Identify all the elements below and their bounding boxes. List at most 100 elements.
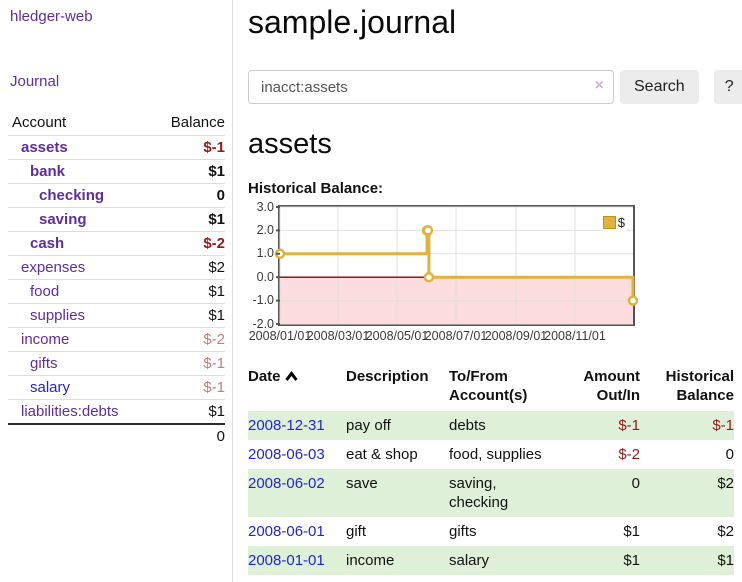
account-balance: $1: [150, 159, 225, 184]
register-header-historical-balance: Historical Balance: [665, 368, 734, 404]
register-table: Date Description To/From Account(s) Amount Ou…: [248, 367, 734, 575]
legend-label: $: [617, 215, 625, 230]
transaction-row: 2008-06-01 gift gifts $1 $2: [248, 517, 734, 546]
app-title-link[interactable]: hledger-web: [10, 8, 93, 25]
account-balance: 0: [150, 183, 225, 208]
account-row: gifts $-1: [8, 351, 225, 376]
accounts-total-value: 0: [150, 423, 225, 448]
chart-canvas: [274, 206, 639, 325]
transaction-balance: $-1: [640, 411, 734, 440]
transaction-date-link[interactable]: 2008-06-01: [248, 523, 325, 540]
total-spacer: [8, 423, 151, 448]
transaction-accounts: gifts: [449, 523, 477, 540]
chart-plot-area: $: [274, 205, 639, 326]
historical-balance-chart: $ 3.0 2.0 1.0 0.0 -1.0 -2.0 2008/01/01 2008/03/…: [248, 200, 742, 347]
main-content: sample.journal × Search ? assets Histori…: [233, 0, 742, 582]
clear-search-icon[interactable]: ×: [594, 77, 604, 94]
transaction-amount: $1: [559, 546, 640, 575]
transaction-row: 2008-06-03 eat & shop food, supplies $-2 0: [248, 440, 734, 469]
account-balance: $-1: [150, 375, 225, 400]
sort-ascending-icon[interactable]: [284, 371, 298, 382]
register-header-amount-out-in: Amount Out/In: [583, 368, 640, 404]
x-axis-tick-label: 2008/09/01: [484, 329, 548, 343]
legend-swatch-icon: [602, 216, 616, 229]
search-input[interactable]: [248, 70, 614, 104]
register-header-to-from-account-s: To/From Account(s): [449, 368, 528, 404]
sidebar-item-journal[interactable]: Journal: [10, 73, 60, 90]
sidebar-account-link-bank[interactable]: bank: [30, 163, 66, 180]
account-row: cash $-2: [8, 231, 225, 256]
account-balance: $1: [150, 399, 225, 425]
sidebar-account-link-supplies[interactable]: supplies: [30, 307, 86, 324]
sidebar-account-link-liabilities-debts[interactable]: liabilities:debts: [21, 403, 119, 420]
transaction-date-link[interactable]: 2008-06-03: [248, 446, 325, 463]
transaction-date-link[interactable]: 2008-01-01: [248, 552, 325, 569]
account-balance: $-1: [150, 351, 225, 376]
sidebar-account-link-checking[interactable]: checking: [39, 187, 105, 204]
transaction-amount: 0: [559, 469, 640, 517]
sidebar-account-link-assets[interactable]: assets: [21, 139, 68, 156]
sidebar-account-link-cash[interactable]: cash: [30, 235, 65, 252]
register-header-description: Description: [346, 368, 429, 385]
account-balance: $-2: [150, 231, 225, 256]
search-form: × Search ?: [248, 70, 742, 104]
accounts-header-row: Account Balance: [8, 110, 225, 136]
search-button[interactable]: Search: [620, 70, 699, 104]
transaction-date-link[interactable]: 2008-12-31: [248, 417, 325, 434]
account-balance: $1: [150, 207, 225, 232]
transaction-balance: $2: [717, 523, 734, 540]
transaction-balance: $2: [640, 469, 734, 517]
account-row: expenses $2: [8, 255, 225, 280]
sidebar-account-link-food[interactable]: food: [30, 283, 60, 300]
account-row: income $-2: [8, 327, 225, 352]
transaction-description: income: [346, 546, 449, 575]
accounts-table: Account Balance assets $-1 bank $1 checking 0…: [8, 110, 225, 448]
transaction-balance: 0: [725, 446, 734, 463]
sidebar: hledger-web Journal Account Balance asse…: [0, 0, 233, 582]
app-title: hledger-web: [10, 8, 232, 25]
sidebar-account-link-gifts[interactable]: gifts: [30, 355, 58, 372]
transaction-description: gift: [346, 523, 367, 540]
transaction-balance: $1: [640, 546, 734, 575]
account-balance: $-2: [150, 327, 225, 352]
accounts-header-balance: Balance: [150, 110, 225, 136]
help-button[interactable]: ?: [713, 70, 742, 104]
transaction-row: 2008-01-01 income salary $1 $1: [248, 546, 734, 575]
account-row: food $1: [8, 279, 225, 304]
account-row: bank $1: [8, 159, 225, 184]
sidebar-account-link-salary[interactable]: salary: [30, 379, 71, 396]
y-axis-tick-label: 2.0: [256, 222, 274, 237]
sidebar-account-link-expenses[interactable]: expenses: [21, 259, 86, 276]
account-row: assets $-1: [8, 135, 225, 160]
register-header-date[interactable]: Date: [248, 367, 346, 411]
account-balance: $-1: [150, 135, 225, 160]
x-axis-tick-label: 2008/11/01: [544, 329, 606, 343]
transaction-description: save: [346, 469, 449, 517]
transaction-row: 2008-06-02 save saving, checking 0 $2: [248, 469, 734, 517]
transaction-accounts: salary: [449, 546, 559, 575]
account-row: checking 0: [8, 183, 225, 208]
account-balance: $1: [150, 279, 225, 304]
account-row: salary $-1: [8, 375, 225, 400]
sidebar-account-link-saving[interactable]: saving: [39, 211, 87, 228]
transaction-amount: $-2: [618, 446, 640, 463]
sidebar-account-link-income[interactable]: income: [21, 331, 70, 348]
x-axis-tick-label: 2008/07/01: [424, 329, 488, 343]
y-axis-tick-label: -1.0: [252, 293, 274, 308]
account-row: supplies $1: [8, 303, 225, 328]
transaction-date-link[interactable]: 2008-06-02: [248, 475, 325, 492]
transaction-accounts: food, supplies: [449, 446, 542, 463]
transaction-description: pay off: [346, 411, 449, 440]
transaction-accounts: debts: [449, 411, 559, 440]
account-balance: $2: [150, 255, 225, 280]
chart-legend: $: [601, 214, 626, 231]
x-axis-tick-label: 2008/05/01: [365, 329, 429, 343]
account-balance: $1: [150, 303, 225, 328]
y-axis-tick-label: 3.0: [256, 199, 274, 214]
transaction-row: 2008-12-31 pay off debts $-1 $-1: [248, 411, 734, 440]
y-axis-tick-label: 0.0: [256, 269, 274, 284]
x-axis-tick-label: 2008/01/01: [248, 329, 312, 343]
accounts-total-row: 0: [8, 423, 225, 448]
register-table-body: 2008-12-31 pay off debts $-1 $-1 2008-06-03 ea…: [248, 411, 734, 575]
